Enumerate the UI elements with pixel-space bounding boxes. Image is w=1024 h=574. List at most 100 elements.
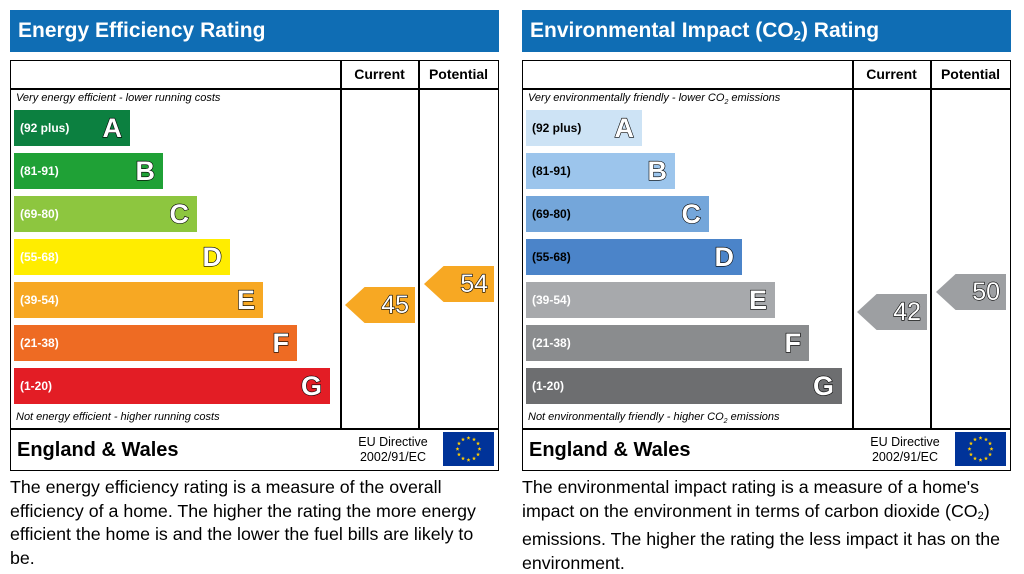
bottom-note: Not energy efficient - higher running co… bbox=[16, 411, 220, 423]
band-letter: G bbox=[812, 370, 834, 401]
top-note: Very energy efficient - lower running co… bbox=[16, 92, 221, 104]
eu-star-icon bbox=[984, 437, 988, 442]
region-label: England & Wales bbox=[529, 439, 691, 461]
eu-star-icon bbox=[989, 446, 994, 451]
rating-band-d: (55-68) D bbox=[526, 239, 742, 275]
directive-line-1: EU Directive bbox=[358, 435, 428, 449]
energy-efficiency-panel: Energy Efficiency Rating Current Potenti… bbox=[10, 10, 500, 570]
eu-star-icon bbox=[967, 446, 972, 451]
current-rating-value: 42 bbox=[893, 297, 922, 326]
eu-star-icon bbox=[476, 441, 481, 446]
band-range-label: (69-80) bbox=[532, 207, 571, 221]
eu-star-icon bbox=[984, 456, 988, 461]
potential-rating-value: 54 bbox=[460, 269, 489, 298]
column-divider bbox=[418, 61, 420, 428]
eu-star-icon bbox=[973, 437, 977, 442]
band-letter: D bbox=[202, 241, 223, 272]
region-label: England & Wales bbox=[17, 439, 179, 461]
band-range-label: (92 plus) bbox=[532, 121, 582, 135]
potential-rating-value: 50 bbox=[972, 277, 1001, 306]
energy-efficiency-description: The energy efficiency rating is a measur… bbox=[10, 477, 476, 568]
rating-band-c: (69-80) C bbox=[526, 196, 709, 232]
directive-line-2: 2002/91/EC bbox=[359, 450, 427, 464]
rating-band-a: (92 plus) A bbox=[526, 110, 642, 146]
rating-band-g: (1-20) G bbox=[526, 368, 842, 404]
eu-star-icon bbox=[477, 446, 482, 451]
eu-star-icon bbox=[476, 452, 481, 457]
band-range-label: (92 plus) bbox=[20, 121, 70, 135]
potential-rating-arrow: 54 bbox=[424, 266, 494, 302]
eu-star-icon bbox=[461, 437, 465, 442]
footer-divider bbox=[11, 428, 498, 430]
eu-star-icon bbox=[461, 456, 465, 461]
band-letter: C bbox=[169, 198, 190, 229]
band-range-label: (39-54) bbox=[20, 293, 59, 307]
eu-flag-icon bbox=[443, 432, 494, 466]
eu-star-icon bbox=[456, 452, 461, 457]
eu-star-icon bbox=[978, 435, 983, 440]
band-range-label: (55-68) bbox=[20, 250, 59, 264]
band-letter: A bbox=[102, 112, 123, 143]
potential-column-header: Potential bbox=[428, 66, 489, 82]
top-note: Very environmentally friendly - lower CO… bbox=[528, 92, 781, 107]
rating-band-b: (81-91) B bbox=[526, 153, 675, 189]
band-letter: B bbox=[135, 155, 156, 186]
energy-efficiency-chart: Current Potential Very energy efficient … bbox=[10, 60, 499, 471]
rating-band-d: (55-68) D bbox=[14, 239, 230, 275]
header-divider bbox=[11, 88, 498, 90]
current-column-header: Current bbox=[866, 66, 917, 82]
environmental-impact-title: Environmental Impact (CO2) Rating bbox=[522, 10, 1011, 52]
bottom-note: Not environmentally friendly - higher CO… bbox=[528, 411, 780, 426]
band-range-label: (81-91) bbox=[20, 164, 59, 178]
band-range-label: (39-54) bbox=[532, 293, 571, 307]
eu-star-icon bbox=[988, 452, 993, 457]
band-letter: F bbox=[784, 327, 802, 358]
eu-star-icon bbox=[455, 446, 460, 451]
band-range-label: (69-80) bbox=[20, 207, 59, 221]
band-letter: E bbox=[748, 284, 767, 315]
eu-star-icon bbox=[973, 456, 977, 461]
eu-directive: EU Directive 2002/91/EC bbox=[853, 435, 957, 465]
band-range-label: (55-68) bbox=[532, 250, 571, 264]
band-range-label: (81-91) bbox=[532, 164, 571, 178]
current-rating-arrow: 45 bbox=[345, 287, 415, 323]
eu-directive: EU Directive 2002/91/EC bbox=[341, 435, 445, 465]
rating-band-a: (92 plus) A bbox=[14, 110, 130, 146]
header-divider bbox=[523, 88, 1010, 90]
directive-line-2: 2002/91/EC bbox=[871, 450, 939, 464]
potential-column-header: Potential bbox=[940, 66, 1001, 82]
column-divider bbox=[852, 61, 854, 428]
band-letter: G bbox=[300, 370, 322, 401]
eu-star-icon bbox=[968, 452, 973, 457]
column-divider bbox=[930, 61, 932, 428]
rating-band-b: (81-91) B bbox=[14, 153, 163, 189]
eu-star-icon bbox=[968, 441, 973, 446]
eu-star-icon bbox=[466, 457, 471, 462]
directive-line-1: EU Directive bbox=[870, 435, 940, 449]
band-range-label: (21-38) bbox=[20, 336, 59, 350]
eu-star-icon bbox=[472, 456, 476, 461]
environmental-impact-chart: Current Potential Very environmentally f… bbox=[522, 60, 1011, 471]
eu-star-icon bbox=[988, 441, 993, 446]
column-divider bbox=[340, 61, 342, 428]
rating-band-e: (39-54) E bbox=[526, 282, 775, 318]
band-range-label: (1-20) bbox=[532, 379, 565, 393]
energy-efficiency-title: Energy Efficiency Rating bbox=[10, 10, 499, 52]
environmental-impact-description: The environmental impact rating is a mea… bbox=[522, 477, 1001, 573]
rating-band-f: (21-38) F bbox=[526, 325, 809, 361]
environmental-impact-panel: Environmental Impact (CO2) Rating Curren… bbox=[522, 10, 1012, 573]
band-letter: C bbox=[681, 198, 702, 229]
band-letter: D bbox=[714, 241, 735, 272]
eu-star-icon bbox=[978, 457, 983, 462]
band-letter: A bbox=[614, 112, 635, 143]
band-letter: E bbox=[236, 284, 255, 315]
rating-band-e: (39-54) E bbox=[14, 282, 263, 318]
rating-band-c: (69-80) C bbox=[14, 196, 197, 232]
band-range-label: (1-20) bbox=[20, 379, 53, 393]
band-letter: B bbox=[647, 155, 668, 186]
current-column-header: Current bbox=[354, 66, 405, 82]
potential-rating-arrow: 50 bbox=[936, 274, 1006, 310]
footer-divider bbox=[523, 428, 1010, 430]
rating-band-f: (21-38) F bbox=[14, 325, 297, 361]
eu-star-icon bbox=[472, 437, 476, 442]
